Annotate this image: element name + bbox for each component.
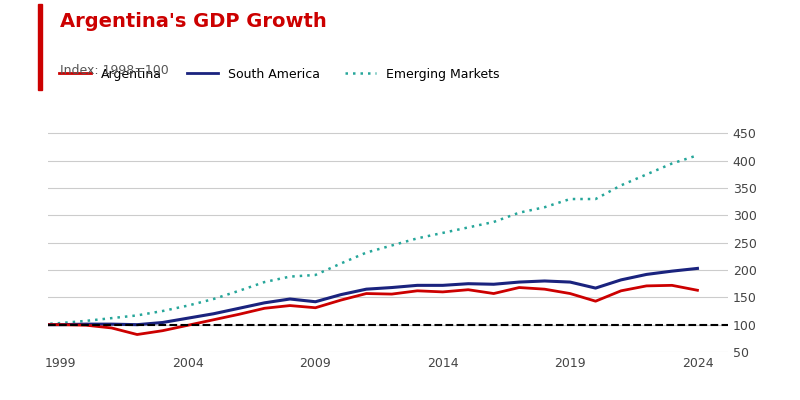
Text: Argentina's GDP Growth: Argentina's GDP Growth (60, 12, 326, 31)
Legend: Argentina, South America, Emerging Markets: Argentina, South America, Emerging Marke… (54, 62, 505, 86)
Text: Index: 1998=100: Index: 1998=100 (60, 64, 169, 77)
